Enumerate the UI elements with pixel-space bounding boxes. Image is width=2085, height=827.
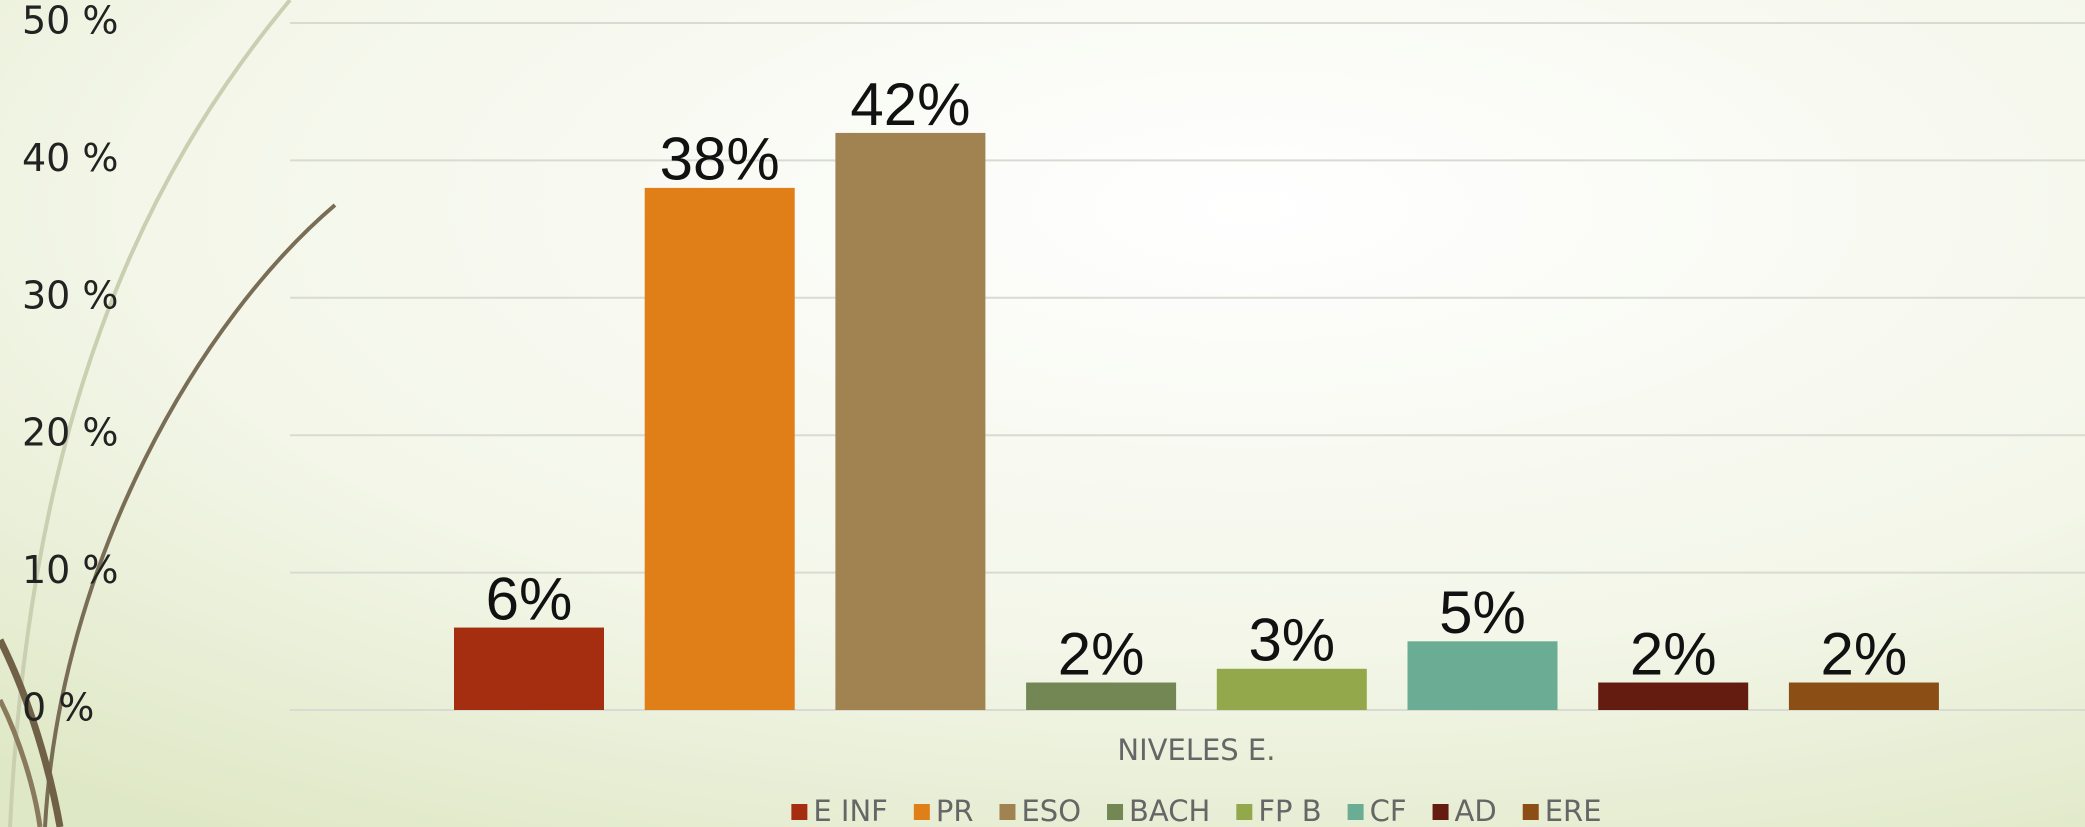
legend-label: ERE <box>1545 794 1602 827</box>
y-tick-label: 50 % <box>22 0 119 43</box>
bar <box>454 627 604 710</box>
legend-swatch <box>999 804 1016 820</box>
legend-label: E INF <box>813 794 887 827</box>
bar <box>1788 682 1939 710</box>
x-category-label: NIVELES E. <box>1117 733 1275 767</box>
legend-label: FP B <box>1258 794 1321 827</box>
bar <box>1026 682 1177 710</box>
legend-swatch <box>913 804 930 820</box>
data-label: 42% <box>850 71 970 138</box>
y-tick-label: 0 % <box>22 686 94 730</box>
bar <box>835 132 986 711</box>
bar <box>1598 682 1749 710</box>
legend-label: AD <box>1455 794 1497 827</box>
y-tick-label: 20 % <box>22 411 119 455</box>
data-label: 2% <box>1630 620 1717 687</box>
data-label: 38% <box>660 126 780 193</box>
data-label: 3% <box>1248 607 1335 674</box>
decor-curve <box>43 203 337 827</box>
decor-curve <box>0 698 43 827</box>
legend-swatch <box>1347 804 1364 820</box>
legend-swatch <box>1107 804 1124 820</box>
bar <box>1216 668 1367 710</box>
decor-curve <box>0 638 64 827</box>
bar <box>1407 641 1558 710</box>
data-label: 6% <box>486 565 573 632</box>
data-label: 5% <box>1439 579 1526 646</box>
legend-label: BACH <box>1129 794 1210 827</box>
legend-swatch <box>1522 804 1539 820</box>
bar <box>644 187 795 710</box>
plot: 0 % 10 % 20 % 30 % 40 % 50 % 6% 38% 42% 2% 3% 5% 2% 2… <box>22 0 2085 827</box>
legend-label: ESO <box>1021 794 1081 827</box>
legend-swatch <box>1236 804 1253 820</box>
legend-swatch <box>791 804 808 820</box>
decor-curve <box>8 0 292 827</box>
legend-label: PR <box>936 794 974 827</box>
y-tick-label: 40 % <box>22 136 119 180</box>
data-label: 2% <box>1058 620 1145 687</box>
data-label: 2% <box>1821 620 1908 687</box>
y-tick-label: 30 % <box>22 273 119 317</box>
legend-swatch <box>1432 804 1449 820</box>
y-tick-label: 10 % <box>22 548 119 592</box>
legend-label: CF <box>1370 794 1407 827</box>
